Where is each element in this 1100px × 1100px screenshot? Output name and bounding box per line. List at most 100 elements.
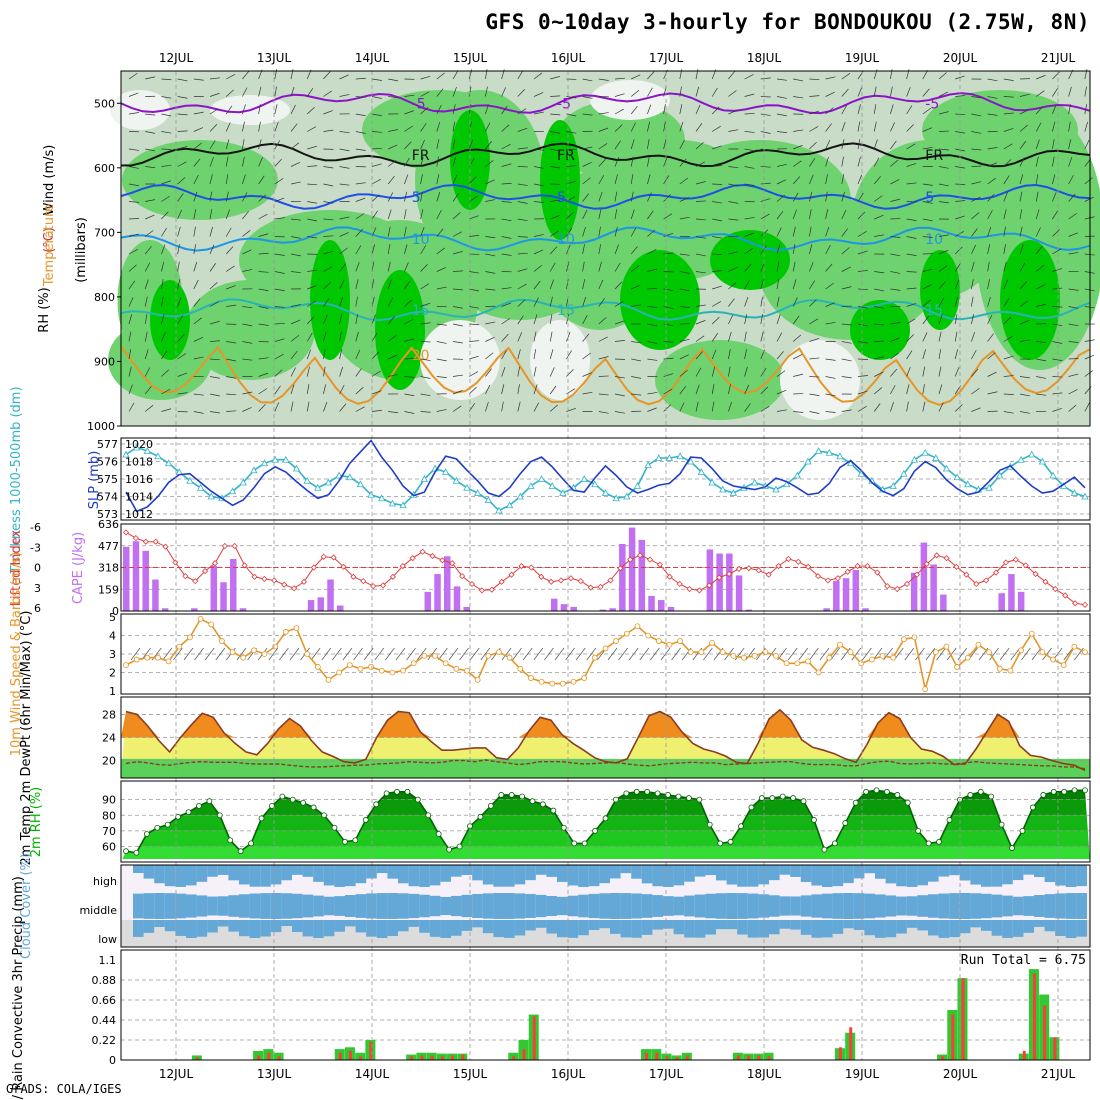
cloud-high-bar [546, 865, 557, 877]
wind-barb [711, 384, 715, 395]
wind-barb [955, 215, 965, 220]
ytick-label-right: 0 [112, 605, 119, 618]
wind-barb [647, 306, 658, 308]
wind-barb [420, 227, 425, 237]
surface-wind-barb [374, 647, 385, 661]
wind-barb [145, 76, 156, 80]
ytick-label-right: 636 [98, 518, 119, 531]
wind-barb [906, 163, 917, 167]
wind-barb [566, 279, 569, 290]
wind-barb [955, 166, 966, 169]
wind-barb [145, 166, 156, 169]
cloud-low-bar [981, 920, 992, 931]
ytick-label: 0.88 [92, 974, 117, 987]
wind-speed-point [208, 621, 215, 628]
wind-barb [793, 160, 802, 167]
wind-barb [355, 148, 366, 151]
wind-barb [987, 244, 991, 255]
wind-barb [355, 77, 366, 80]
cloud-low-bar [535, 920, 547, 928]
cloud-low-bar [270, 920, 282, 933]
cloud-middle-bar [1002, 895, 1013, 917]
wind-barb [663, 357, 674, 360]
cloud-high-bar [800, 865, 812, 882]
cloud-middle-bar [196, 895, 208, 917]
wind-barb [841, 121, 846, 132]
lifted-index-point [973, 580, 980, 588]
surface-wind-barb [1021, 647, 1031, 661]
wind-barb [323, 201, 334, 204]
wind-barb [274, 385, 281, 395]
cloud-middle-bar [843, 893, 854, 919]
isotherm-label: 15 [925, 303, 943, 319]
wind-barb [128, 297, 134, 307]
wind-barb [485, 179, 495, 185]
wind-barb [598, 127, 609, 132]
rh2m-point [206, 798, 213, 805]
cloud-low-bar [769, 920, 780, 935]
wind-barb [1035, 227, 1041, 237]
wind-barb [193, 191, 198, 202]
rh2m-point [727, 838, 734, 845]
wind-barb [776, 179, 787, 185]
wind-barb [890, 104, 894, 115]
wind-barb [1052, 139, 1055, 150]
wind-barb [695, 236, 706, 239]
wind-barb [469, 271, 480, 274]
thickness-point [228, 487, 237, 495]
wind-barb [355, 245, 362, 255]
cloud-high-bar [716, 865, 727, 881]
wind-barb [809, 141, 817, 150]
wind-barb [857, 70, 864, 80]
ytick-label-right: 1018 [125, 456, 153, 469]
cloud-middle-bar [398, 893, 409, 919]
wind-barb [371, 390, 382, 395]
panel-border-wind [120, 613, 1091, 695]
surface-wind-barb [628, 647, 639, 661]
thickness-point [623, 492, 631, 500]
wind-barb [290, 401, 294, 412]
wind-barb [582, 352, 591, 360]
wind-barb [728, 129, 739, 132]
wind-barb [760, 77, 771, 80]
rh2m-point [154, 824, 161, 831]
wind-barb [387, 226, 391, 237]
cloud-middle-bar [1044, 894, 1056, 918]
cape-bar [706, 549, 714, 611]
wind-barb [630, 89, 640, 97]
wind-barb [809, 78, 820, 81]
wind-barb [614, 157, 620, 167]
cloud-middle-bar [906, 896, 918, 916]
precip-convective-bar [951, 1014, 955, 1060]
wind-barb [144, 405, 154, 412]
wind-barb [404, 262, 409, 272]
wind-barb [485, 368, 492, 377]
wind-barb [1019, 320, 1030, 325]
wind-barb [938, 265, 948, 272]
wind-barb [906, 236, 917, 239]
ytick-label-right: 1016 [125, 473, 153, 486]
wind-barb [177, 279, 181, 290]
lifted-index-point [231, 542, 238, 550]
cloud-high-bar [419, 865, 430, 887]
wind-barb [533, 148, 544, 151]
wind-barb [874, 288, 885, 292]
cloud-middle-bar [800, 895, 812, 917]
wind-barb [630, 139, 635, 150]
cloud-low-bar [313, 920, 324, 938]
wind-barb [1084, 370, 1094, 377]
lifted-index-point [419, 548, 426, 555]
cloud-middle-bar [1034, 895, 1045, 917]
wind-barb [695, 86, 700, 97]
cape-bar [862, 608, 869, 611]
wind-barb [549, 385, 557, 395]
wind-speed-point [943, 643, 950, 650]
wind-barb [679, 104, 683, 115]
wind-barb [209, 140, 216, 150]
wind-barb [290, 335, 300, 342]
wind-speed-point [293, 625, 300, 631]
ytick-label: 3 [109, 648, 116, 661]
wind-speed-point [368, 664, 374, 670]
wind-barb [501, 124, 510, 132]
surface-wind-barb [618, 647, 628, 661]
